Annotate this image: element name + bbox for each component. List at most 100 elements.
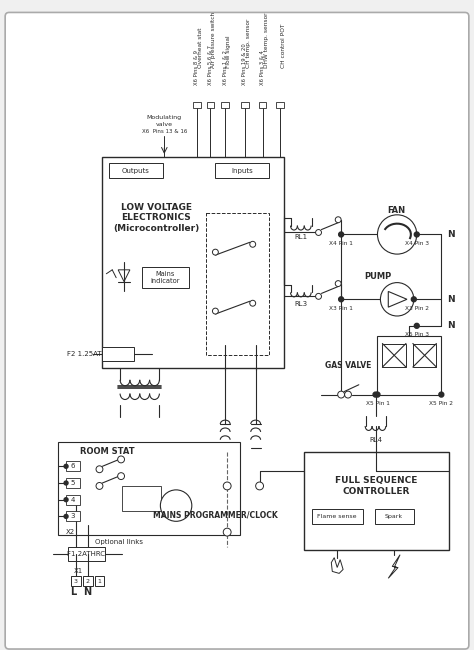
Text: X4 Pin 1: X4 Pin 1 (329, 240, 353, 246)
Bar (206, 213, 269, 356)
Text: RL1: RL1 (294, 235, 308, 240)
Bar (215, 162, 269, 179)
Text: L: L (70, 587, 76, 597)
Text: FULL SEQUENCE
CONTROLLER: FULL SEQUENCE CONTROLLER (335, 476, 418, 496)
Text: X6 Pins 5,6 & 7: X6 Pins 5,6 & 7 (208, 45, 213, 85)
Bar (68, 547, 105, 560)
Bar (66, 495, 80, 504)
Text: Air pressure switch: Air pressure switch (211, 12, 217, 68)
Circle shape (250, 300, 255, 306)
Text: Modulating: Modulating (147, 115, 182, 120)
Circle shape (414, 323, 419, 328)
Circle shape (339, 232, 344, 237)
Text: PUMP: PUMP (364, 272, 391, 281)
Text: 4: 4 (71, 497, 75, 502)
Text: Optional links: Optional links (95, 539, 143, 545)
Text: X5 Pin 2: X5 Pin 2 (429, 401, 453, 406)
Bar (207, 102, 214, 108)
Bar (102, 348, 134, 361)
Text: X6 Pins 8 & 9: X6 Pins 8 & 9 (194, 50, 199, 85)
Text: 5: 5 (71, 480, 75, 486)
Circle shape (64, 498, 68, 502)
Text: X3 Pin 1: X3 Pin 1 (329, 306, 353, 311)
Text: X5 Pin 1: X5 Pin 1 (365, 401, 390, 406)
Circle shape (411, 297, 416, 302)
Bar (259, 102, 266, 108)
Circle shape (223, 482, 231, 490)
Text: FAN: FAN (387, 207, 405, 215)
Bar (374, 508, 414, 525)
Text: X3 Pin 2: X3 Pin 2 (405, 306, 429, 311)
Circle shape (64, 481, 68, 485)
Circle shape (250, 241, 255, 247)
Text: N: N (83, 587, 92, 597)
Text: RL4: RL4 (369, 437, 382, 443)
Text: X4 Pin 3: X4 Pin 3 (405, 240, 429, 246)
Circle shape (381, 283, 414, 316)
Text: 3: 3 (74, 578, 78, 584)
Circle shape (160, 490, 192, 521)
Text: valve: valve (156, 122, 173, 127)
Text: MAINS PROGRAMMER/CLOCK: MAINS PROGRAMMER/CLOCK (153, 511, 278, 520)
Bar (304, 452, 449, 550)
Bar (66, 462, 80, 471)
Circle shape (118, 473, 125, 480)
Circle shape (439, 392, 444, 397)
Circle shape (335, 281, 341, 287)
Bar (276, 102, 284, 108)
Text: X6  Pins 13 & 16: X6 Pins 13 & 16 (142, 129, 187, 134)
Circle shape (212, 308, 219, 314)
Text: LOW VOLTAGE
ELECTRONICS
(Microcontroller): LOW VOLTAGE ELECTRONICS (Microcontroller… (113, 203, 200, 233)
Circle shape (64, 464, 68, 468)
Bar (142, 267, 189, 289)
Circle shape (96, 482, 103, 489)
Text: X6 Pins 1 & 2: X6 Pins 1 & 2 (223, 50, 228, 85)
Circle shape (212, 249, 219, 255)
Bar (109, 162, 164, 179)
Bar (66, 512, 80, 521)
Text: F2 1.25AT: F2 1.25AT (67, 351, 102, 358)
Bar (58, 442, 240, 535)
Text: GAS VALVE: GAS VALVE (325, 361, 371, 370)
Text: X6 Pins 19 & 20: X6 Pins 19 & 20 (242, 44, 247, 85)
Bar (71, 577, 81, 586)
Bar (193, 102, 201, 108)
Text: Inputs: Inputs (231, 168, 253, 174)
FancyBboxPatch shape (5, 12, 469, 649)
Text: 2: 2 (86, 578, 90, 584)
Bar (312, 508, 363, 525)
Text: Mains
indicator: Mains indicator (151, 271, 180, 284)
Text: 6: 6 (71, 463, 75, 469)
Circle shape (335, 217, 341, 223)
Text: N: N (447, 295, 455, 304)
Text: F1 2ATHRC: F1 2ATHRC (67, 551, 105, 557)
Bar (102, 157, 284, 368)
Text: DHW temp. sensor: DHW temp. sensor (264, 13, 269, 68)
Text: Outputs: Outputs (122, 168, 150, 174)
Circle shape (345, 391, 351, 398)
Text: N: N (447, 321, 455, 330)
Text: X6 Pins 3 & 4: X6 Pins 3 & 4 (260, 50, 265, 85)
Circle shape (373, 392, 378, 397)
Circle shape (255, 482, 264, 490)
Circle shape (118, 456, 125, 463)
Text: Spark: Spark (385, 514, 403, 519)
Text: CH control POT: CH control POT (281, 24, 286, 68)
Text: CH temp. sensor: CH temp. sensor (246, 19, 251, 68)
Bar (94, 577, 104, 586)
Circle shape (414, 232, 419, 237)
Circle shape (337, 391, 345, 398)
Circle shape (316, 229, 321, 235)
Bar (83, 577, 92, 586)
Text: N: N (447, 230, 455, 239)
Text: Flame sense: Flame sense (318, 514, 357, 519)
Circle shape (339, 297, 344, 302)
Text: ROOM STAT: ROOM STAT (80, 447, 135, 456)
Text: X2: X2 (65, 529, 74, 535)
Circle shape (64, 514, 68, 518)
Bar (66, 478, 80, 488)
Circle shape (223, 528, 231, 536)
Text: Flow signal: Flow signal (226, 36, 231, 68)
Bar (383, 343, 406, 367)
Bar (377, 335, 441, 395)
